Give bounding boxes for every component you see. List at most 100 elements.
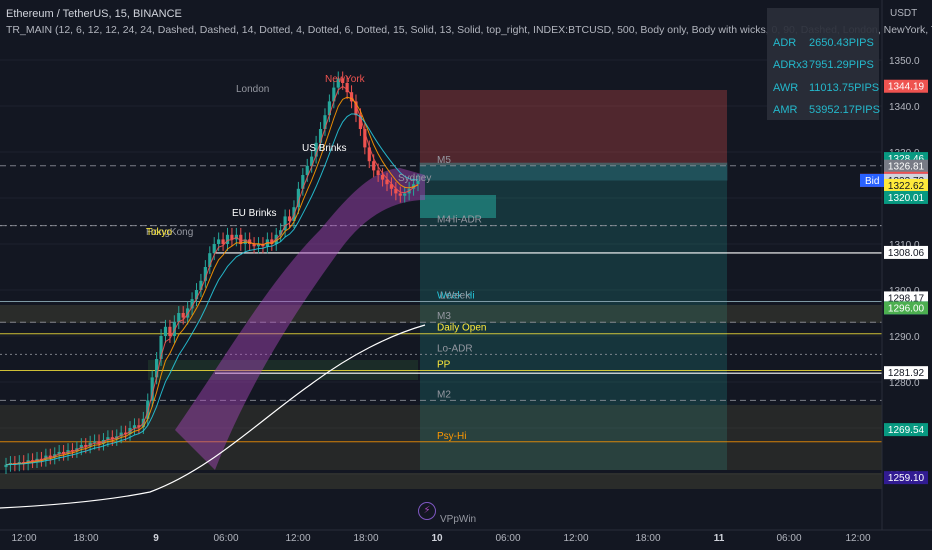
level-label: Week Hi: [437, 291, 475, 302]
stats-label: ADR: [773, 37, 797, 49]
time-axis-tick: 9: [153, 533, 159, 544]
candle: [318, 122, 323, 150]
candle-body: [354, 101, 358, 116]
candle: [172, 315, 176, 343]
candle-body: [332, 87, 336, 102]
candle-body: [310, 156, 314, 166]
candle-body: [345, 83, 349, 93]
time-axis-tick: 18:00: [353, 533, 378, 544]
candle: [385, 172, 389, 192]
symbol-title: Ethereum / TetherUS, 15, BINANCE: [6, 8, 182, 20]
candle: [221, 232, 225, 251]
candle: [212, 237, 216, 261]
resistance-zone: [420, 90, 727, 165]
price-tag-text: 1322.62: [888, 181, 925, 192]
time-axis-tick: 10: [431, 533, 443, 544]
candle-body: [394, 188, 398, 194]
level-label: Psy-Hi: [437, 431, 466, 442]
session-label: Tokyo: [146, 227, 173, 238]
stats-row-adrx3: ADRx3 7951.29PIPS: [773, 59, 874, 71]
candle-body: [30, 460, 35, 462]
candle: [225, 227, 230, 251]
stats-row-amr: AMR 53952.17PIPS: [773, 104, 880, 116]
candle: [48, 448, 52, 465]
candle-body: [336, 78, 340, 88]
candle-body: [163, 326, 168, 336]
candle: [279, 223, 283, 242]
candle-body: [221, 239, 225, 244]
candle-body: [208, 253, 212, 267]
stats-value: 7951.29PIPS: [809, 59, 874, 71]
stats-value: 11013.75PIPS: [809, 82, 880, 94]
candle-body: [389, 184, 394, 189]
price-tag-text: 1269.54: [888, 425, 925, 436]
candle: [256, 237, 261, 254]
candle-body: [97, 441, 101, 444]
candle: [186, 301, 190, 325]
price-axis-tick: 1310.0: [889, 240, 920, 251]
candle: [296, 181, 300, 215]
candle: [181, 306, 185, 325]
price-tag: [884, 366, 928, 380]
ema-line: [5, 96, 419, 466]
session-label: VPpWin: [440, 514, 476, 525]
candle-body: [349, 92, 354, 102]
candle-body: [403, 193, 407, 196]
candle-body: [124, 432, 128, 434]
candle: [349, 85, 354, 109]
candle: [57, 445, 61, 462]
lightning-icon[interactable]: ⚡: [418, 502, 436, 520]
price-axis-tick: 1290.0: [889, 332, 920, 343]
candle-body: [398, 193, 402, 196]
candle: [354, 94, 358, 123]
level-label: M3: [437, 311, 451, 322]
price-tag-text: 1281.92: [888, 368, 925, 379]
candle: [61, 445, 66, 461]
candle-body: [48, 455, 52, 458]
candle-body: [39, 458, 44, 460]
candle: [270, 232, 274, 251]
candle-body: [367, 147, 371, 162]
time-axis-tick: 12:00: [845, 533, 870, 544]
ma-ribbon: [175, 168, 425, 470]
candle-body: [155, 359, 159, 378]
price-tag: [884, 301, 928, 315]
candle: [345, 76, 349, 100]
time-axis-tick: 11: [714, 533, 725, 544]
price-tag: [884, 423, 928, 437]
candle-body: [323, 115, 327, 129]
band-zone: [0, 305, 882, 323]
price-tag: [884, 291, 928, 305]
candle: [163, 319, 168, 343]
level-label: LWeek: [440, 291, 471, 302]
candle: [30, 453, 35, 469]
candle-body: [186, 308, 190, 318]
candle: [403, 186, 407, 203]
candle: [398, 186, 402, 203]
candle-body: [287, 216, 292, 221]
band-zone: [0, 473, 882, 489]
candle: [146, 393, 150, 426]
candle-body: [372, 161, 376, 171]
candle: [394, 181, 398, 201]
stats-value: 2650.43PIPS: [809, 37, 874, 49]
stats-row-awr: AWR 11013.75PIPS: [773, 82, 879, 94]
price-tag-text: 1320.01: [888, 193, 925, 204]
candle: [389, 177, 394, 196]
ema-line: [5, 113, 419, 466]
time-axis-tick: 18:00: [635, 533, 660, 544]
session-label: HongKong: [146, 227, 193, 238]
candle: [416, 173, 420, 192]
price-tag-text: 1259.10: [888, 473, 925, 484]
candle: [159, 329, 163, 366]
session-label: US Brinks: [302, 143, 346, 154]
candle-body: [296, 188, 300, 208]
candle-body: [203, 267, 207, 281]
session-label: London: [236, 84, 269, 95]
candle: [301, 168, 305, 196]
price-tag-text: 1308.06: [888, 248, 925, 259]
candle-body: [57, 451, 61, 455]
candle: [124, 425, 128, 441]
candle: [239, 227, 243, 251]
